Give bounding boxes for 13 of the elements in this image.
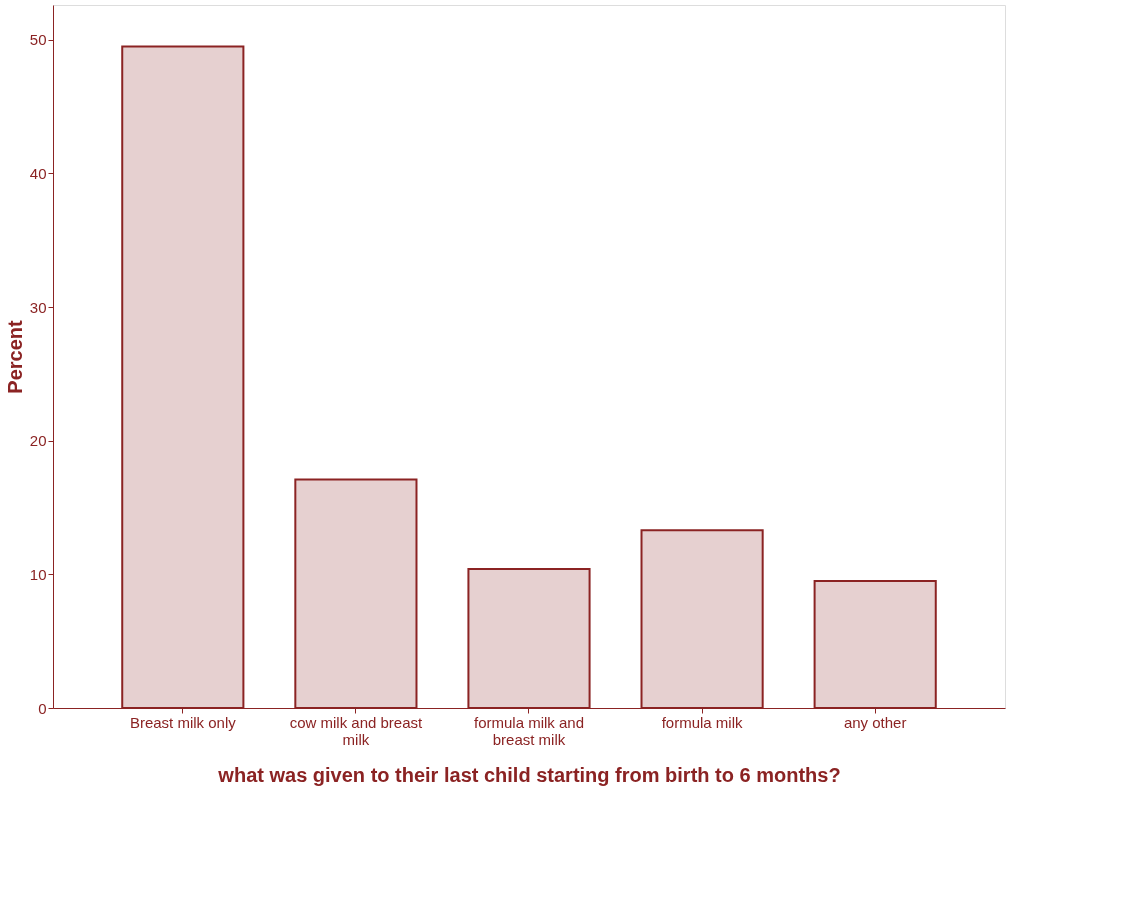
y-tick-label: 20 bbox=[29, 432, 47, 450]
y-tick-label: 50 bbox=[29, 31, 47, 49]
y-axis-title: Percent bbox=[3, 319, 26, 394]
y-tick-label: 10 bbox=[29, 565, 47, 583]
x-tick-label: Breast milk only bbox=[129, 713, 237, 731]
x-axis-title: what was given to their last child starting from birth to 6 months? bbox=[217, 763, 841, 786]
y-tick-label: 40 bbox=[29, 164, 47, 182]
x-tick-label: cow milk and breast milk bbox=[289, 713, 424, 748]
x-tick-label: formula milk bbox=[661, 713, 744, 731]
y-tick-label: 30 bbox=[29, 298, 47, 316]
x-tick-label: any other bbox=[843, 713, 907, 731]
y-tick-label: 0 bbox=[38, 699, 47, 717]
x-tick-label: formula milk and breast milk bbox=[473, 713, 585, 748]
